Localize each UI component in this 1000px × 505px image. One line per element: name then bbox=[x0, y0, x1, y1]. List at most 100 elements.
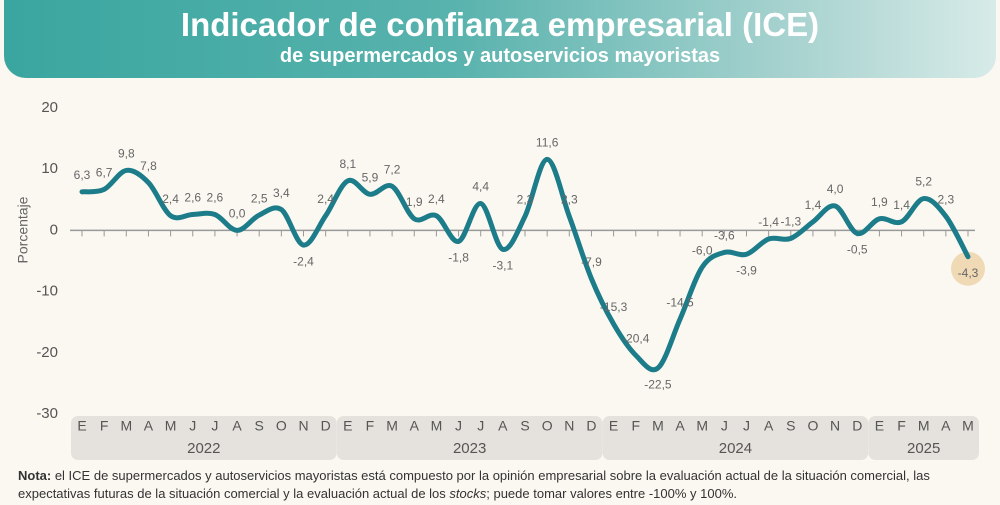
x-tick-label: F bbox=[631, 418, 640, 434]
data-label: 9,8 bbox=[118, 147, 135, 161]
data-label: 5,9 bbox=[362, 170, 379, 184]
data-label: 0,0 bbox=[229, 207, 246, 221]
year-band bbox=[336, 416, 603, 460]
data-label: 2,6 bbox=[207, 191, 224, 205]
highlight bbox=[951, 251, 985, 286]
x-tick-label: E bbox=[343, 418, 352, 434]
x-tick-label: A bbox=[232, 418, 242, 434]
chart-subtitle: de supermercados y autoservicios mayoris… bbox=[279, 45, 721, 67]
year-label: 2022 bbox=[187, 440, 220, 457]
x-tick-label: D bbox=[321, 418, 331, 434]
x-tick-label: M bbox=[431, 418, 443, 434]
x-tick-label: J bbox=[189, 418, 196, 434]
y-tick-label: 0 bbox=[50, 221, 58, 238]
data-label: -4,3 bbox=[958, 266, 979, 280]
x-tick-label: O bbox=[808, 418, 819, 434]
data-label: 4,4 bbox=[472, 180, 489, 194]
x-tick-label: A bbox=[498, 418, 508, 434]
note-italic: stocks bbox=[449, 486, 487, 501]
x-tick-label: M bbox=[652, 418, 664, 434]
note-text: el ICE de supermercados y autoservicios … bbox=[18, 468, 930, 501]
x-tick-label: E bbox=[77, 418, 86, 434]
x-tick-label: O bbox=[276, 418, 287, 434]
x-tick-label: E bbox=[875, 418, 884, 434]
year-label: 2025 bbox=[907, 440, 940, 457]
x-tick-label: N bbox=[298, 418, 308, 434]
x-tick-label: A bbox=[764, 418, 774, 434]
y-tick-label: -10 bbox=[36, 283, 58, 300]
x-tick-label: F bbox=[366, 418, 375, 434]
data-label: -0,5 bbox=[847, 243, 868, 257]
x-tick-label: J bbox=[721, 418, 728, 434]
data-label: -1,4 bbox=[758, 215, 779, 229]
x-tick-label: J bbox=[211, 418, 218, 434]
data-label: -22,5 bbox=[644, 377, 672, 391]
data-label: -1,8 bbox=[448, 251, 469, 265]
x-tick-label: A bbox=[675, 418, 685, 434]
data-label: 2,4 bbox=[162, 192, 179, 206]
data-label: -6,0 bbox=[692, 243, 713, 257]
x-tick-label: S bbox=[255, 418, 264, 434]
x-tick-label: M bbox=[962, 418, 974, 434]
data-label: -14,5 bbox=[666, 295, 694, 309]
note-label: Nota: bbox=[18, 468, 52, 483]
data-label: 2,5 bbox=[251, 191, 268, 205]
data-label: -2,4 bbox=[293, 254, 314, 268]
x-tick-label: F bbox=[897, 418, 906, 434]
data-label: -3,6 bbox=[714, 229, 735, 243]
x-tick-label: A bbox=[941, 418, 951, 434]
x-tick-label: M bbox=[918, 418, 930, 434]
x-tick-label: S bbox=[786, 418, 795, 434]
data-label: 2,3 bbox=[561, 192, 578, 206]
x-tick-label: A bbox=[144, 418, 154, 434]
data-label: 5,2 bbox=[915, 175, 932, 189]
data-label: 6,7 bbox=[96, 166, 113, 180]
data-label: 1,4 bbox=[893, 198, 910, 212]
x-tick-label: J bbox=[743, 418, 750, 434]
data-label: -3,9 bbox=[736, 263, 757, 277]
year-label: 2024 bbox=[719, 440, 752, 457]
x-tick-label: F bbox=[100, 418, 109, 434]
data-label: 2,3 bbox=[517, 192, 534, 206]
x-tick-label: D bbox=[586, 418, 596, 434]
line bbox=[79, 156, 971, 373]
header: Indicador de confianza empresarial (ICE)… bbox=[4, 0, 996, 78]
x-tick-label: J bbox=[455, 418, 462, 434]
data-label: 2,3 bbox=[938, 192, 955, 206]
x-tick-label: A bbox=[410, 418, 420, 434]
y-axis-label: Porcentaje bbox=[15, 196, 31, 263]
data-label: 3,4 bbox=[273, 186, 290, 200]
x-tick-label: J bbox=[477, 418, 484, 434]
data-label: 1,9 bbox=[406, 195, 423, 209]
year-label: 2023 bbox=[453, 440, 486, 457]
x-tick-label: M bbox=[165, 418, 177, 434]
x-tick-label: S bbox=[520, 418, 529, 434]
data-label: 7,8 bbox=[140, 159, 157, 173]
data-label: 2,4 bbox=[428, 192, 445, 206]
data-label: -1,3 bbox=[780, 215, 801, 229]
year-band bbox=[602, 416, 869, 460]
chart-title: Indicador de confianza empresarial (ICE) bbox=[180, 6, 820, 43]
y-tick-label: 10 bbox=[41, 160, 58, 177]
data-label: 7,2 bbox=[384, 163, 401, 177]
data-label: 6,3 bbox=[74, 168, 91, 182]
x-tick-label: O bbox=[542, 418, 553, 434]
y-tick-label: 20 bbox=[41, 99, 58, 116]
data-label: 1,9 bbox=[871, 195, 888, 209]
data-label: 2,6 bbox=[184, 191, 201, 205]
data-label: -3,1 bbox=[493, 259, 514, 273]
y-tick-label: -20 bbox=[36, 344, 58, 361]
data-label: 2,4 bbox=[317, 192, 334, 206]
x-tick-label: M bbox=[120, 418, 132, 434]
y-tick-label: -30 bbox=[36, 405, 58, 422]
data-label: -7,9 bbox=[581, 255, 602, 269]
data-label: 1,4 bbox=[805, 198, 822, 212]
data-label: 4,0 bbox=[827, 182, 844, 196]
year-band bbox=[868, 416, 979, 460]
data-label: 11,6 bbox=[536, 136, 559, 150]
x-tick-label: M bbox=[386, 418, 398, 434]
note: Nota: el ICE de supermercados y autoserv… bbox=[18, 467, 988, 503]
data-label: 8,1 bbox=[339, 157, 356, 171]
